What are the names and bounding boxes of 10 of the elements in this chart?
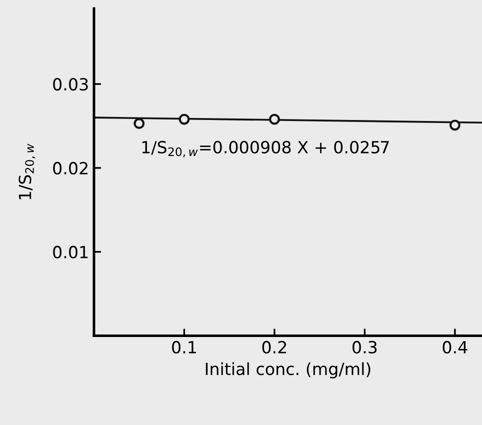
- y-axis-title: 1/S$_{20,w}$: [18, 144, 36, 200]
- y-tick-label: 0.03: [53, 78, 88, 91]
- y-tick-label: 0.01: [53, 246, 88, 258]
- x-tick-label: 0.1: [172, 340, 196, 354]
- annotation: 1/S$_{20,w}$=0.000908 X + 0.0257: [142, 140, 389, 158]
- x-tick-label: 0.4: [442, 340, 468, 354]
- x-tick-label: 0.2: [262, 340, 286, 354]
- y-tick-label: 0.02: [53, 162, 88, 174]
- x-tick-label: 0.3: [352, 340, 377, 354]
- x-axis-title: Initial conc. (mg/ml): [206, 362, 370, 378]
